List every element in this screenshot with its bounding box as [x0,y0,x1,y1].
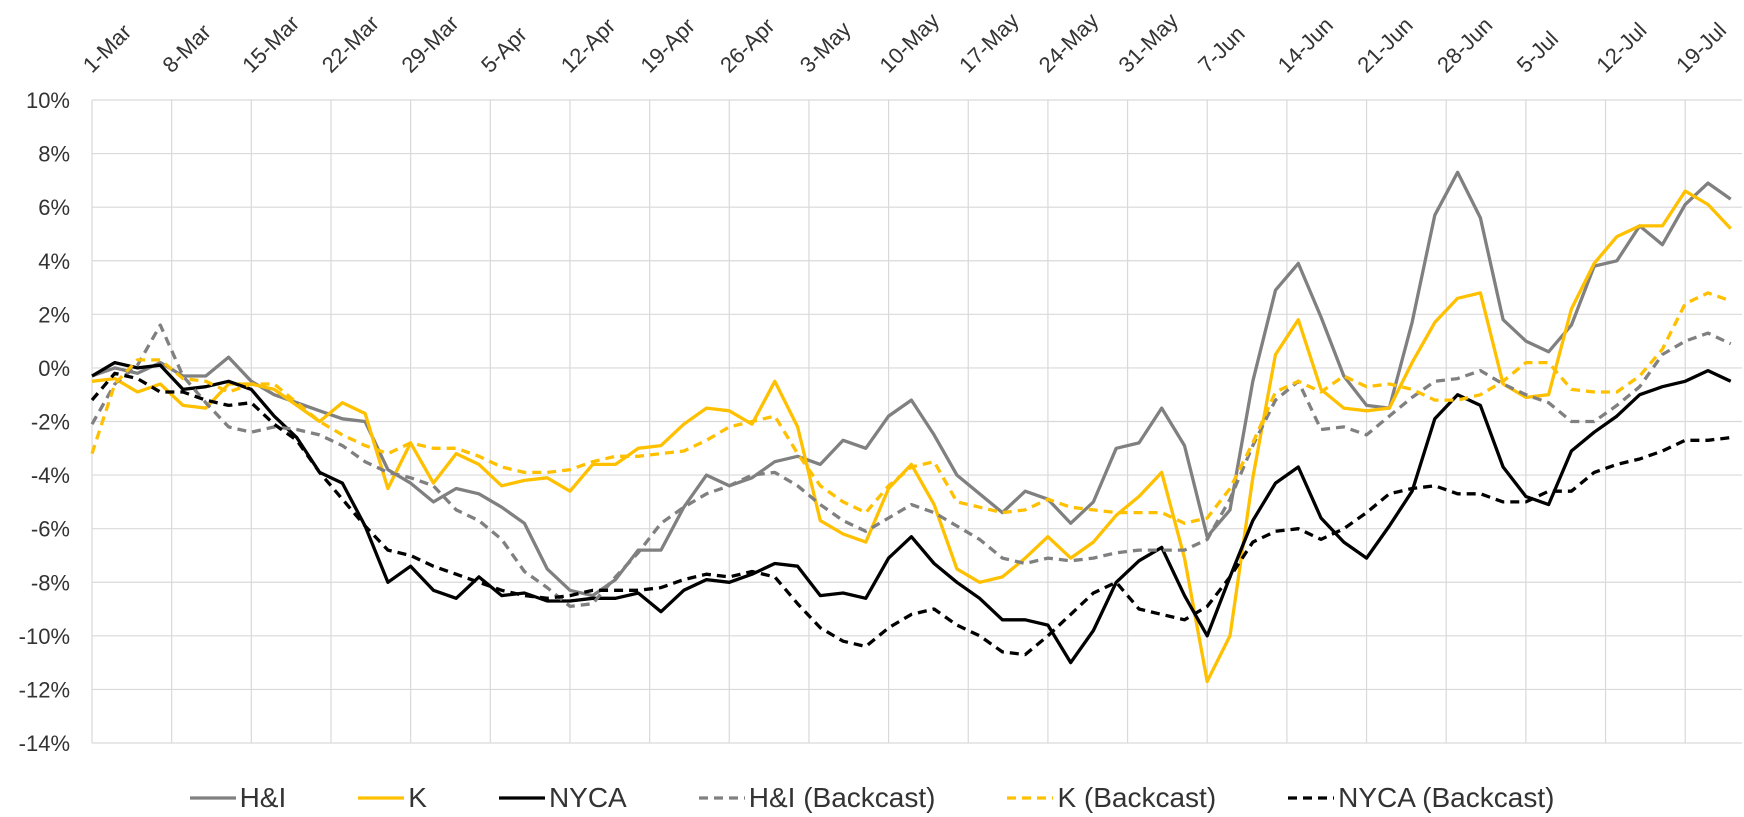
x-tick-label: 17-May [954,8,1024,78]
series-line [90,323,1732,609]
legend-item: K (Backcast) [1007,782,1216,814]
legend-item: NYCA [498,782,627,814]
x-tick-label: 12-Apr [556,13,620,77]
legend-label: NYCA [548,782,627,813]
legend-item: H&I [189,782,287,814]
legend-swatch [698,796,745,800]
y-tick-label: -2% [31,410,70,435]
legend-item: K [358,782,427,814]
x-tick-label: 26-Apr [715,13,779,77]
y-tick-label: -10% [19,624,70,649]
x-tick-label: 3-May [795,17,856,78]
y-tick-label: 2% [38,302,70,327]
legend-label: H&I (Backcast) [748,782,936,813]
legend-swatch [498,796,545,800]
legend-swatch [1007,796,1054,800]
y-tick-label: 0% [38,356,70,381]
x-tick-label: 29-Mar [396,11,463,78]
x-tick-label: 14-Jun [1273,12,1338,77]
y-tick-label: -6% [31,517,70,542]
x-tick-label: 22-Mar [317,11,384,78]
x-tick-label: 24-May [1034,8,1104,78]
y-tick-label: -14% [19,731,70,756]
x-tick-label: 5-Jul [1512,26,1563,77]
legend: H&I K NYCA H&I (Backcast) K (Backcast) NYCA (… [0,780,1744,816]
y-tick-label: 8% [38,142,70,167]
y-tick-label: -8% [31,570,70,595]
series-line [91,170,1732,598]
series-line [90,291,1732,525]
x-tick-label: 28-Jun [1432,12,1497,77]
x-tick-label: 19-Apr [635,13,699,77]
plot-area: -14% -12% -10% -8% -6% -4% -2% 0% 2% 4% 6% 8% 10% 1-M… [19,8,1743,756]
x-tick-label: 15-Mar [237,11,304,78]
legend-item: NYCA (Backcast) [1288,782,1554,814]
x-tick-label: 5-Apr [476,22,532,78]
x-tick-label: 10-May [874,8,944,78]
series-line [91,189,1732,684]
x-tick-label: 1-Mar [78,19,136,77]
legend-label: NYCA (Backcast) [1338,782,1555,813]
x-tick-label: 19-Jul [1671,17,1731,77]
legend-label: H&I [239,782,287,813]
x-tick-label: 8-Mar [158,19,216,77]
y-tick-label: 4% [38,249,70,274]
y-tick-label: 6% [38,195,70,220]
x-tick-label: 12-Jul [1591,17,1651,77]
series-line [90,371,1731,657]
x-tick-label: 7-Jun [1193,21,1250,78]
legend-swatch [358,796,405,800]
legend-swatch [189,796,236,800]
legend-swatch [1288,796,1335,800]
legend-item: H&I (Backcast) [698,782,936,814]
legend-label: K (Backcast) [1057,782,1217,813]
y-tick-label: -12% [19,677,70,702]
x-tick-label: 21-Jun [1352,12,1417,77]
legend-label: K [408,782,427,813]
y-tick-label: -4% [31,463,70,488]
x-tick-label: 31-May [1113,8,1183,78]
y-tick-label: 10% [26,88,70,113]
